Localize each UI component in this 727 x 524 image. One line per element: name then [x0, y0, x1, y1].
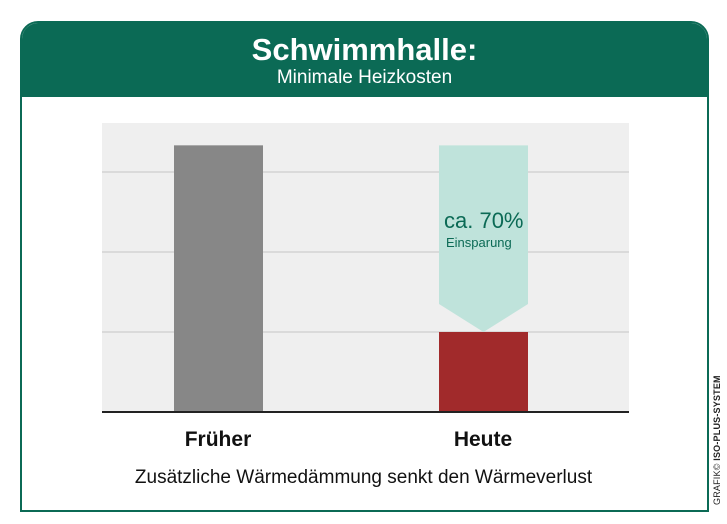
- bar-frueher: [174, 145, 263, 413]
- chart-caption: Zusätzliche Wärmedämmung senkt den Wärme…: [134, 467, 593, 488]
- chart-title: Schwimmhalle:: [251, 32, 478, 67]
- savings-percentage: ca. 70%: [444, 208, 524, 233]
- bar-heute: [439, 332, 528, 412]
- credit-brand: ISO-PLUS-SYSTEM: [712, 375, 722, 461]
- savings-label: Einsparung: [446, 235, 512, 250]
- chart-subtitle: Minimale Heizkosten: [276, 67, 453, 88]
- savings-arrow: [439, 145, 528, 332]
- credit-line: GRAFIK© ISO-PLUS-SYSTEM: [712, 375, 722, 505]
- bars: [174, 145, 528, 413]
- category-label-heute: Heute: [453, 428, 513, 451]
- header-banner: Schwimmhalle: Minimale Heizkosten: [22, 23, 707, 97]
- category-label-frueher: Früher: [184, 428, 252, 451]
- credit-prefix: GRAFIK©: [712, 463, 722, 505]
